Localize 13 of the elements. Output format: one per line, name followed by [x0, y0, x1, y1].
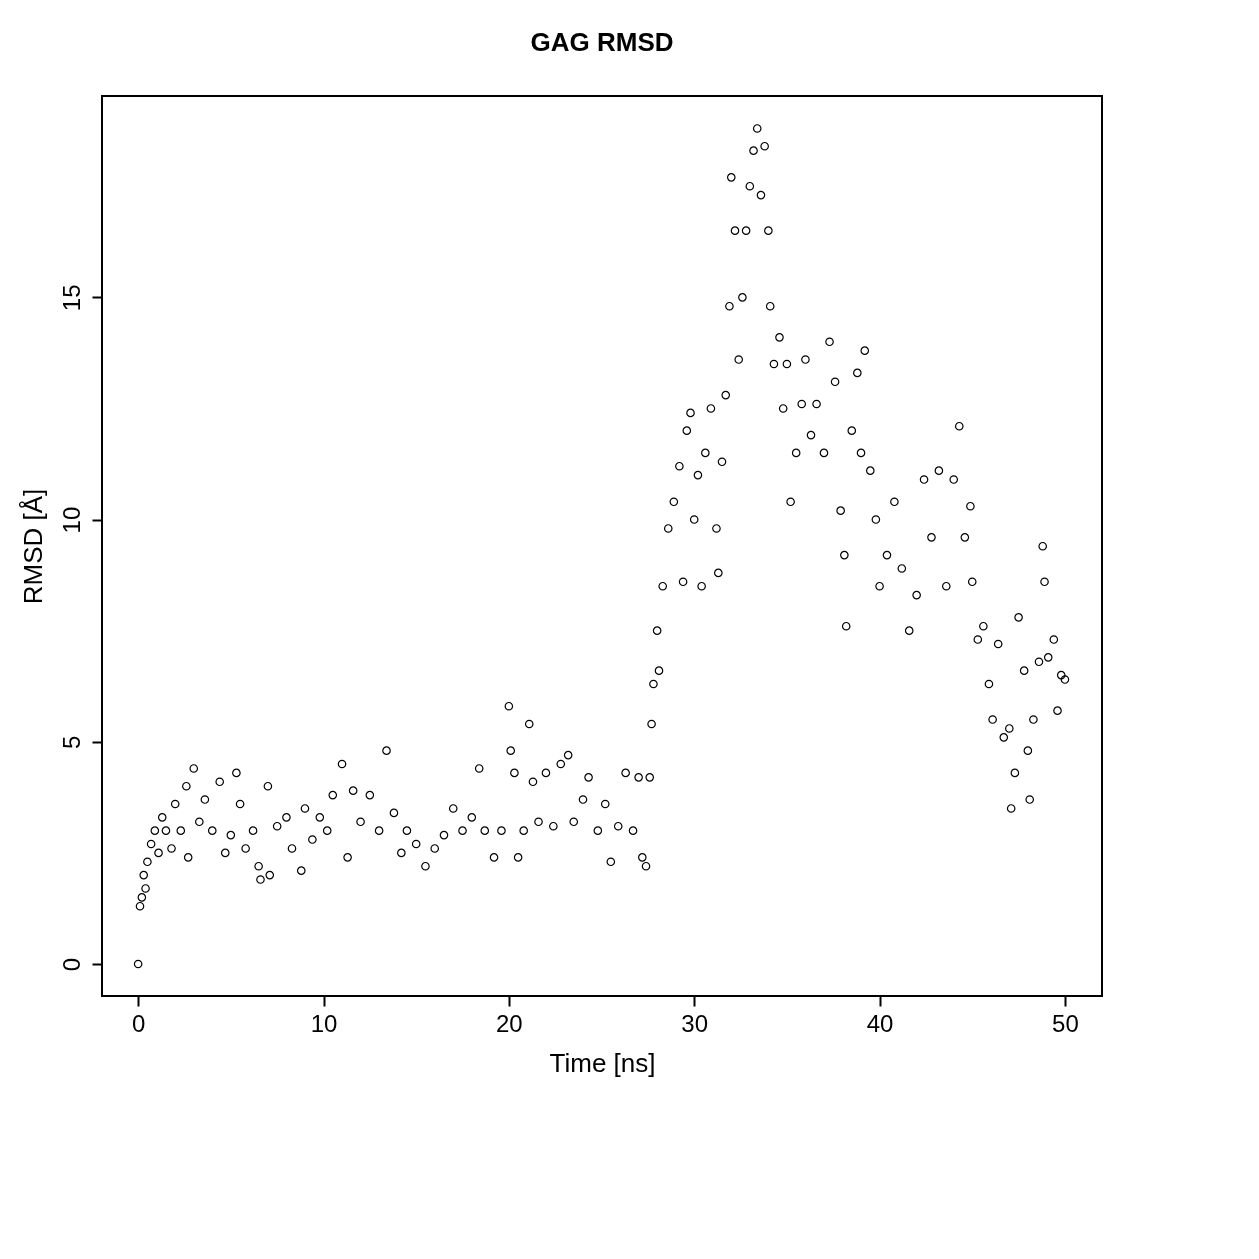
x-tick-label: 0 [131, 1009, 146, 1037]
x-tick-label: 30 [681, 1009, 709, 1037]
chart-title: GAG RMSD [530, 27, 674, 57]
y-tick-label: 5 [57, 735, 85, 749]
x-tick-label: 10 [310, 1009, 338, 1037]
x-axis-title: Time [ns] [549, 1047, 656, 1078]
y-axis-title: RMSD [Å] [17, 488, 48, 605]
y-tick-label: 15 [57, 284, 85, 312]
y-tick-label: 10 [57, 506, 85, 534]
x-tick-label: 40 [866, 1009, 894, 1037]
y-tick-label: 0 [57, 957, 85, 972]
x-tick-label: 20 [496, 1009, 523, 1037]
x-tick-label: 50 [1052, 1009, 1079, 1037]
